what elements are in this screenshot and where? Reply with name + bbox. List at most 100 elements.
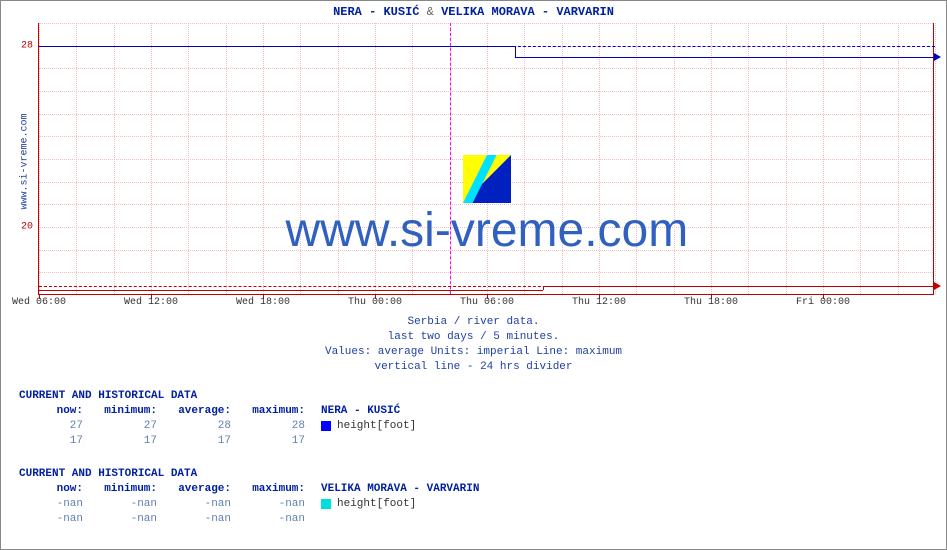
y-tick-label: 28 xyxy=(21,40,33,51)
caption-line: Serbia / river data. xyxy=(1,315,946,330)
series-segment xyxy=(543,286,935,287)
gridline-v xyxy=(860,23,861,294)
data-col-header: minimum: xyxy=(93,482,167,497)
data-cell: -nan xyxy=(167,497,241,512)
data-col-header: maximum: xyxy=(241,404,315,419)
gridline-v xyxy=(263,23,264,294)
legend-label: height[foot] xyxy=(337,497,416,512)
data-col-header: now: xyxy=(19,482,93,497)
series-arrow xyxy=(934,282,941,290)
x-tick-label: Wed 12:00 xyxy=(124,297,178,308)
gridline-v xyxy=(188,23,189,294)
legend-swatch xyxy=(321,421,331,431)
gridline-v xyxy=(599,23,600,294)
gridline-h xyxy=(39,23,933,24)
legend-entry: height[foot] xyxy=(315,419,416,434)
data-cell: -nan xyxy=(167,512,241,527)
title-series-1: NERA - KUSIĆ xyxy=(333,5,419,19)
gridline-v xyxy=(338,23,339,294)
x-tick-label: Thu 12:00 xyxy=(572,297,626,308)
data-col-header: average: xyxy=(167,482,241,497)
chart-title: NERA - KUSIĆ & VELIKA MORAVA - VARVARIN xyxy=(1,5,946,19)
gridline-v xyxy=(935,23,936,294)
data-cell: 28 xyxy=(241,419,315,434)
caption-line: Values: average Units: imperial Line: ma… xyxy=(1,345,946,360)
legend-label: height[foot] xyxy=(337,419,416,434)
gridline-v xyxy=(375,23,376,294)
gridline-v xyxy=(114,23,115,294)
data-cell: -nan xyxy=(19,497,93,512)
series-step xyxy=(515,46,516,57)
x-tick-label: Wed 06:00 xyxy=(12,297,66,308)
gridline-h xyxy=(39,227,933,228)
gridline-v xyxy=(823,23,824,294)
data-block-header: CURRENT AND HISTORICAL DATA xyxy=(19,389,416,404)
data-cell: 17 xyxy=(241,434,315,449)
x-tick-label: Thu 06:00 xyxy=(460,297,514,308)
gridline-v xyxy=(524,23,525,294)
gridline-v xyxy=(487,23,488,294)
caption-line: last two days / 5 minutes. xyxy=(1,330,946,345)
gridline-v xyxy=(226,23,227,294)
data-cell: -nan xyxy=(19,512,93,527)
data-block: CURRENT AND HISTORICAL DATAnow:minimum:a… xyxy=(19,467,479,526)
series-step xyxy=(543,286,544,291)
gridline-v xyxy=(151,23,152,294)
data-col-header: average: xyxy=(167,404,241,419)
gridline-h xyxy=(39,250,933,251)
gridline-v xyxy=(562,23,563,294)
gridline-v xyxy=(711,23,712,294)
gridline-h xyxy=(39,182,933,183)
x-tick-label: Fri 00:00 xyxy=(796,297,850,308)
chart-container: www.si-vreme.com NERA - KUSIĆ & VELIKA M… xyxy=(0,0,947,550)
y-tick-label: 20 xyxy=(21,222,33,233)
x-tick-label: Thu 00:00 xyxy=(348,297,402,308)
data-series-name: VELIKA MORAVA - VARVARIN xyxy=(315,482,479,497)
title-series-2: VELIKA MORAVA - VARVARIN xyxy=(441,5,614,19)
series-segment xyxy=(515,57,935,58)
gridline-v xyxy=(412,23,413,294)
chart-caption: Serbia / river data.last two days / 5 mi… xyxy=(1,315,946,374)
gridline-v xyxy=(636,23,637,294)
data-cell: -nan xyxy=(93,512,167,527)
gridline-v xyxy=(39,23,40,294)
gridline-h xyxy=(39,136,933,137)
data-cell: 27 xyxy=(93,419,167,434)
gridline-v xyxy=(748,23,749,294)
data-col-header: maximum: xyxy=(241,482,315,497)
caption-line: vertical line - 24 hrs divider xyxy=(1,360,946,375)
data-cell: 17 xyxy=(93,434,167,449)
legend-swatch xyxy=(321,499,331,509)
divider-24h xyxy=(450,23,451,294)
data-cell: -nan xyxy=(93,497,167,512)
gridline-h xyxy=(39,114,933,115)
gridline-h xyxy=(39,68,933,69)
data-cell: 28 xyxy=(167,419,241,434)
data-block: CURRENT AND HISTORICAL DATAnow:minimum:a… xyxy=(19,389,416,448)
legend-entry: height[foot] xyxy=(315,497,416,512)
plot-area: 2028Wed 06:00Wed 12:00Wed 18:00Thu 00:00… xyxy=(38,23,934,295)
data-cell: 17 xyxy=(167,434,241,449)
gridline-h xyxy=(39,272,933,273)
x-tick-label: Wed 18:00 xyxy=(236,297,290,308)
gridline-h xyxy=(39,204,933,205)
data-cell: -nan xyxy=(241,512,315,527)
gridline-h xyxy=(39,91,933,92)
series-segment xyxy=(39,46,515,47)
gridline-v xyxy=(674,23,675,294)
data-col-header: minimum: xyxy=(93,404,167,419)
data-series-name: NERA - KUSIĆ xyxy=(315,404,400,419)
data-cell: 27 xyxy=(19,419,93,434)
gridline-v xyxy=(786,23,787,294)
gridline-h xyxy=(39,159,933,160)
series-segment xyxy=(39,290,543,291)
data-block-header: CURRENT AND HISTORICAL DATA xyxy=(19,467,479,482)
gridline-v xyxy=(898,23,899,294)
gridline-v xyxy=(300,23,301,294)
x-tick-label: Thu 18:00 xyxy=(684,297,738,308)
title-separator: & xyxy=(419,5,441,19)
data-cell: 17 xyxy=(19,434,93,449)
data-col-header: now: xyxy=(19,404,93,419)
data-cell: -nan xyxy=(241,497,315,512)
series-arrow xyxy=(934,53,941,61)
